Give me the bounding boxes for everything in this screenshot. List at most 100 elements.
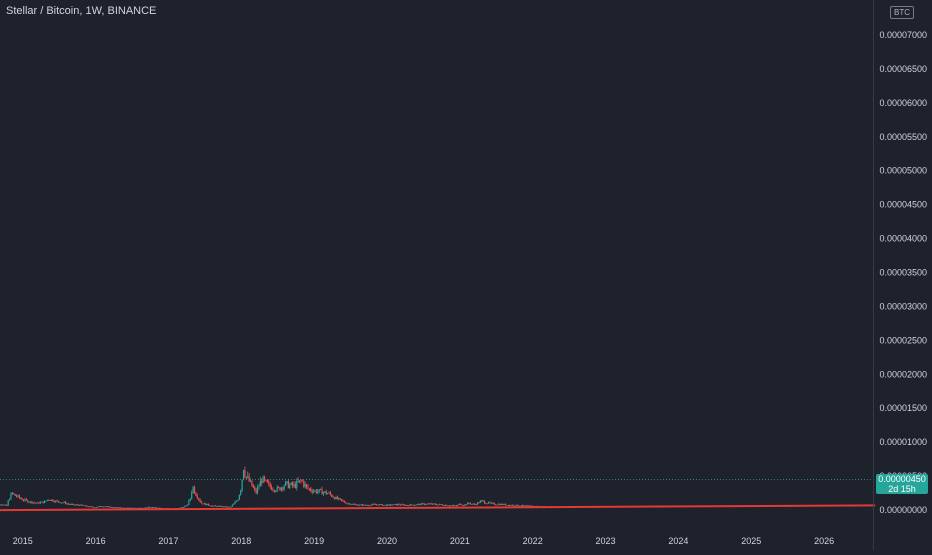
- candle-body: [104, 506, 105, 507]
- candle-body: [412, 505, 413, 506]
- candle-body: [16, 496, 17, 497]
- candle-body: [78, 505, 79, 506]
- candle-body: [461, 505, 462, 506]
- candle-body: [120, 507, 121, 508]
- candle-body: [480, 501, 481, 503]
- candle-body: [484, 501, 485, 503]
- candle-body: [396, 504, 397, 505]
- candle-body: [365, 505, 366, 506]
- candle-body: [12, 493, 13, 494]
- candle-body: [306, 484, 307, 486]
- candle-body: [404, 505, 405, 506]
- bar-countdown: 2d 15h: [876, 484, 928, 494]
- candle-body: [27, 500, 28, 502]
- candle-body: [456, 506, 457, 507]
- candle-body: [261, 481, 262, 483]
- candle-body: [228, 507, 229, 508]
- candle-body: [391, 505, 392, 506]
- candle-body: [232, 505, 233, 507]
- candle-body: [209, 505, 210, 506]
- candle-body: [525, 506, 526, 507]
- candle-body: [516, 505, 517, 506]
- currency-badge[interactable]: BTC: [890, 6, 914, 19]
- candle-body: [438, 505, 439, 506]
- candle-body: [264, 477, 265, 480]
- candle-body: [36, 503, 37, 504]
- candle-body: [2, 505, 3, 506]
- candle-body: [454, 505, 455, 506]
- candle-body: [250, 481, 251, 482]
- candle-body: [326, 491, 327, 494]
- candle-body: [504, 504, 505, 505]
- candle-body: [508, 505, 509, 506]
- candle-body: [377, 505, 378, 506]
- candle-body: [372, 504, 373, 505]
- candle-body: [215, 506, 216, 507]
- price-tick-label: 0.00006500: [879, 64, 927, 74]
- time-tick-label: 2024: [668, 536, 688, 546]
- candle-body: [65, 502, 66, 504]
- candle-body: [338, 498, 339, 499]
- candle-body: [87, 506, 88, 507]
- price-tick-label: 0.00004500: [879, 200, 927, 210]
- candle-body: [257, 488, 258, 493]
- price-tick-label: 0.00001500: [879, 403, 927, 413]
- price-axis[interactable]: 0.000000000.000005000.000010000.00001500…: [879, 30, 927, 515]
- candle-body: [359, 505, 360, 506]
- candle-body: [156, 507, 157, 508]
- time-tick-label: 2015: [13, 536, 33, 546]
- candle-body: [17, 495, 18, 496]
- candle-body: [460, 504, 461, 505]
- candles-group: [0, 467, 547, 510]
- candle-body: [498, 504, 499, 505]
- candle-body: [285, 482, 286, 486]
- candle-body: [348, 504, 349, 505]
- candle-body: [195, 493, 196, 496]
- candle-body: [45, 501, 46, 502]
- candle-body: [55, 501, 56, 502]
- candle-body: [186, 506, 187, 507]
- candle-body: [373, 504, 374, 505]
- candle-body: [424, 504, 425, 505]
- candle-body: [43, 502, 44, 503]
- candle-body: [354, 504, 355, 505]
- candle-body: [429, 504, 430, 505]
- candle-body: [509, 505, 510, 506]
- candle-body: [111, 507, 112, 508]
- price-tick-label: 0.00004000: [879, 234, 927, 244]
- candle-body: [419, 504, 420, 505]
- candle-body: [511, 505, 512, 506]
- candle-body: [505, 504, 506, 505]
- price-tick-label: 0.00001000: [879, 437, 927, 447]
- candle-body: [41, 502, 42, 503]
- candle-body: [529, 505, 530, 506]
- candle-body: [459, 504, 460, 505]
- candle-body: [207, 504, 208, 505]
- candle-body: [146, 507, 147, 508]
- price-tick-label: 0.00007000: [879, 30, 927, 40]
- candle-body: [190, 499, 191, 501]
- candle-body: [260, 481, 261, 487]
- last-price-value: 0.00000450: [876, 474, 928, 484]
- candle-body: [115, 507, 116, 508]
- candle-body: [369, 506, 370, 507]
- candle-body: [152, 507, 153, 508]
- candle-body: [113, 507, 114, 508]
- candle-body: [340, 498, 341, 499]
- candle-body: [5, 505, 6, 506]
- price-tick-label: 0.00003500: [879, 268, 927, 278]
- candle-body: [278, 487, 279, 488]
- candle-body: [490, 502, 491, 503]
- candle-body: [415, 505, 416, 506]
- candle-body: [344, 501, 345, 502]
- candle-body: [275, 491, 276, 492]
- candle-body: [145, 507, 146, 508]
- candle-body: [468, 503, 469, 504]
- candle-body: [467, 503, 468, 505]
- candle-body: [272, 490, 273, 491]
- candle-body: [150, 507, 151, 508]
- candle-body: [124, 508, 125, 509]
